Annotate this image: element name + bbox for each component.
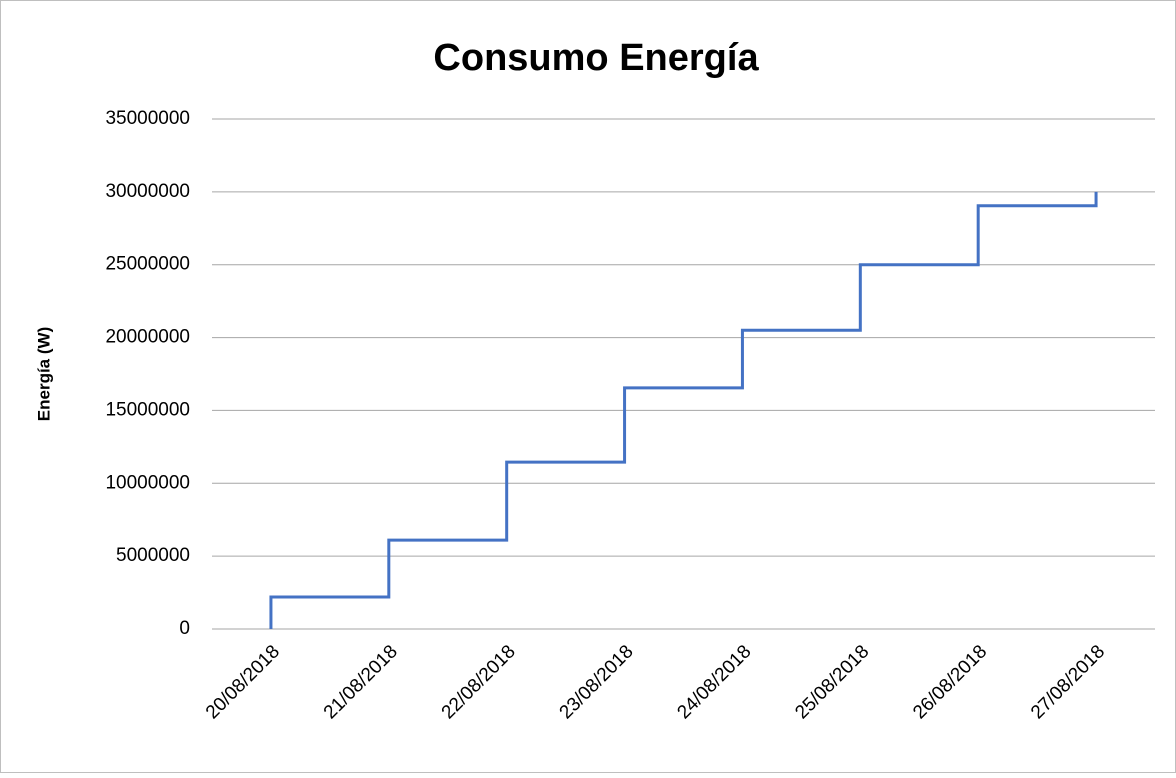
- y-tick-label: 25000000: [105, 254, 190, 275]
- data-line: [269, 191, 1098, 629]
- y-axis-label: Energía (W): [34, 327, 53, 421]
- y-tick-label: 15000000: [105, 399, 190, 420]
- y-tick-label: 5000000: [116, 545, 190, 566]
- chart-title: Consumo Energía: [433, 37, 759, 79]
- y-tick-label: 0: [179, 618, 190, 639]
- y-tick-label: 10000000: [105, 472, 190, 493]
- y-tick-label: 35000000: [105, 108, 190, 129]
- y-tick-label: 30000000: [105, 181, 190, 202]
- y-tick-label: 20000000: [105, 327, 190, 348]
